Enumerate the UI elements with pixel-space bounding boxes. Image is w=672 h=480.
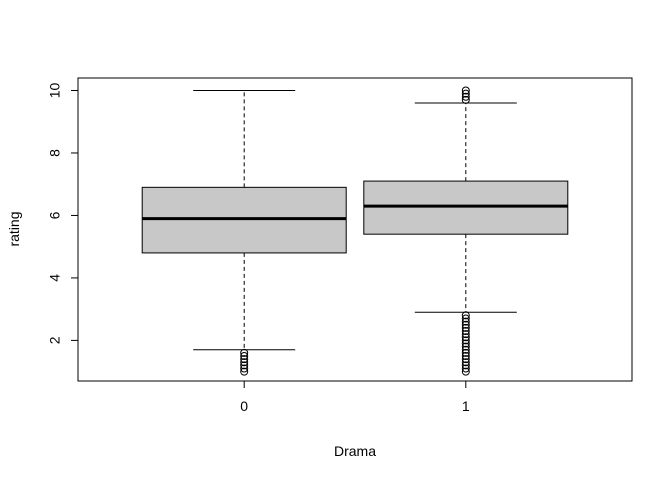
x-axis-label: Drama: [334, 443, 376, 459]
outlier-point: [461, 311, 470, 320]
outlier-point: [461, 323, 470, 332]
box-iqr: [141, 186, 347, 254]
outlier-point: [461, 314, 470, 323]
outlier-point: [461, 336, 470, 345]
outlier-point: [461, 355, 470, 364]
outlier-point: [461, 342, 470, 351]
x-tick-label: 0: [240, 398, 248, 414]
outlier-point: [461, 358, 470, 367]
outlier-point: [461, 89, 470, 98]
outlier-point: [461, 367, 470, 376]
outlier-point: [461, 330, 470, 339]
box-iqr: [363, 180, 569, 235]
outlier-point: [240, 352, 249, 361]
plot-area: [141, 86, 569, 376]
outlier-point: [461, 339, 470, 348]
outlier-point: [461, 348, 470, 357]
outlier-point: [240, 358, 249, 367]
outlier-point: [461, 361, 470, 370]
outlier-point: [461, 92, 470, 101]
outlier-point: [461, 327, 470, 336]
outlier-point: [461, 317, 470, 326]
outlier-point: [461, 320, 470, 329]
outlier-point: [461, 95, 470, 104]
y-tick-label: 6: [47, 211, 63, 219]
y-tick-label: 10: [47, 82, 63, 98]
box-group-1: [363, 86, 569, 376]
outlier-point: [461, 345, 470, 354]
outlier-point: [240, 361, 249, 370]
y-axis-label: rating: [6, 211, 22, 246]
outlier-point: [461, 364, 470, 373]
outlier-point: [461, 333, 470, 342]
outlier-point: [461, 86, 470, 95]
y-tick-label: 2: [47, 336, 63, 344]
outlier-point: [240, 348, 249, 357]
box-group-0: [141, 89, 347, 376]
outlier-point: [240, 355, 249, 364]
outlier-point: [461, 352, 470, 361]
y-tick-label: 4: [47, 274, 63, 282]
y-tick-label: 8: [47, 149, 63, 157]
y-axis: 2 4 6 8 10: [47, 82, 79, 344]
outlier-point: [240, 364, 249, 373]
x-tick-label: 1: [462, 398, 470, 414]
outlier-point: [240, 367, 249, 376]
